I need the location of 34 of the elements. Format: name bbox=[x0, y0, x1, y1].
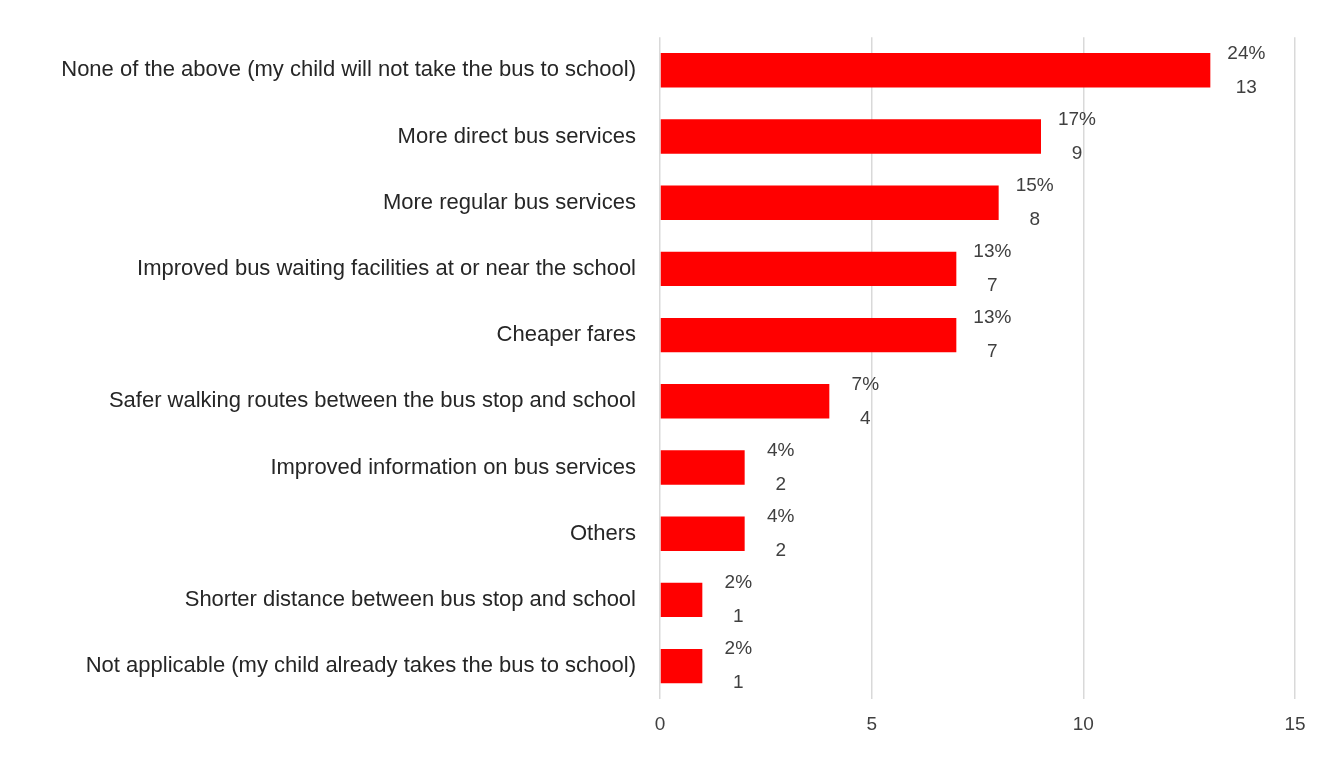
data-label: 13% 7 bbox=[973, 240, 1012, 296]
y-tick-label: None of the above (my child will not take the bus to school) bbox=[61, 56, 636, 82]
bar bbox=[660, 317, 957, 353]
y-tick-label: Improved bus waiting facilities at or near the school bbox=[137, 254, 636, 280]
x-tick-label: 5 bbox=[866, 712, 877, 734]
data-label: 24% 13 bbox=[1227, 41, 1266, 97]
data-label: 4% 2 bbox=[766, 438, 795, 494]
x-tick-label: 10 bbox=[1072, 712, 1094, 734]
x-tick-label: 0 bbox=[654, 712, 666, 734]
y-tick-label: Cheaper fares bbox=[496, 321, 636, 347]
data-label: 17% 9 bbox=[1057, 107, 1097, 163]
bar bbox=[660, 582, 703, 618]
y-tick-label: More regular bus services bbox=[382, 188, 636, 214]
data-label: 15% 8 bbox=[1015, 173, 1054, 229]
bar bbox=[660, 516, 745, 551]
y-tick-label: Others bbox=[569, 519, 636, 545]
data-label: 4% 2 bbox=[766, 504, 795, 560]
bar bbox=[660, 384, 830, 419]
bar bbox=[660, 185, 999, 220]
y-tick-label: Safer walking routes between the bus stop and school bbox=[108, 387, 636, 413]
data-label: 2% 1 bbox=[724, 637, 753, 693]
y-tick-label: Improved information on bus services bbox=[270, 453, 636, 479]
bar bbox=[660, 251, 957, 287]
y-tick-label: Shorter distance between bus stop and school bbox=[184, 585, 636, 611]
y-tick-label: More direct bus services bbox=[397, 122, 636, 148]
y-tick-label: Not applicable (my child already takes the bus to school) bbox=[85, 652, 636, 678]
bar bbox=[660, 648, 703, 684]
bar bbox=[660, 450, 745, 485]
data-label: 7% 4 bbox=[851, 372, 880, 428]
data-label: 13% 7 bbox=[973, 306, 1012, 362]
bar bbox=[660, 119, 1041, 154]
bar bbox=[660, 53, 1211, 88]
x-tick-label: 15 bbox=[1284, 712, 1306, 734]
data-label: 2% 1 bbox=[724, 571, 753, 627]
